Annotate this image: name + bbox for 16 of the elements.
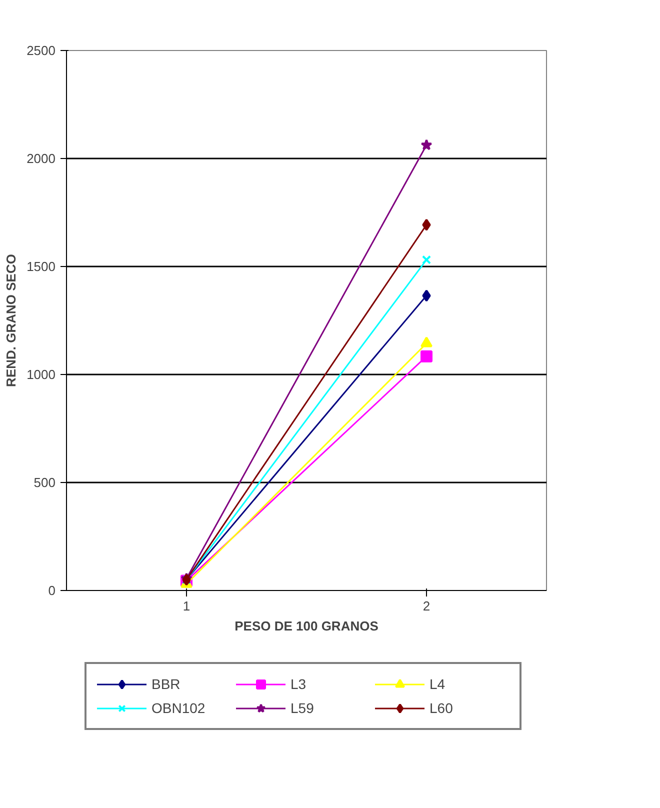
legend-label: L3 (290, 676, 308, 692)
legend-label: L4 (430, 676, 446, 692)
legend-label: L59 (290, 700, 315, 716)
legend-label: BBR (152, 676, 182, 692)
y-tick-label: 2500 (26, 43, 56, 58)
y-tick-label: 0 (48, 583, 56, 598)
x-tick-label: 1 (182, 598, 190, 614)
y-tick-label: 1000 (26, 367, 56, 382)
legend-label: L60 (430, 700, 454, 716)
y-tick-label: 2000 (26, 151, 56, 166)
legend-label: OBN102 (152, 700, 206, 716)
y-tick-label: 1500 (26, 259, 56, 274)
y-axis-title: REND. GRANO SECO (4, 254, 19, 387)
x-tick-label: 2 (422, 598, 430, 614)
x-axis-title: PESO DE 100 GRANOS (234, 618, 379, 634)
y-tick-label: 500 (34, 475, 56, 490)
